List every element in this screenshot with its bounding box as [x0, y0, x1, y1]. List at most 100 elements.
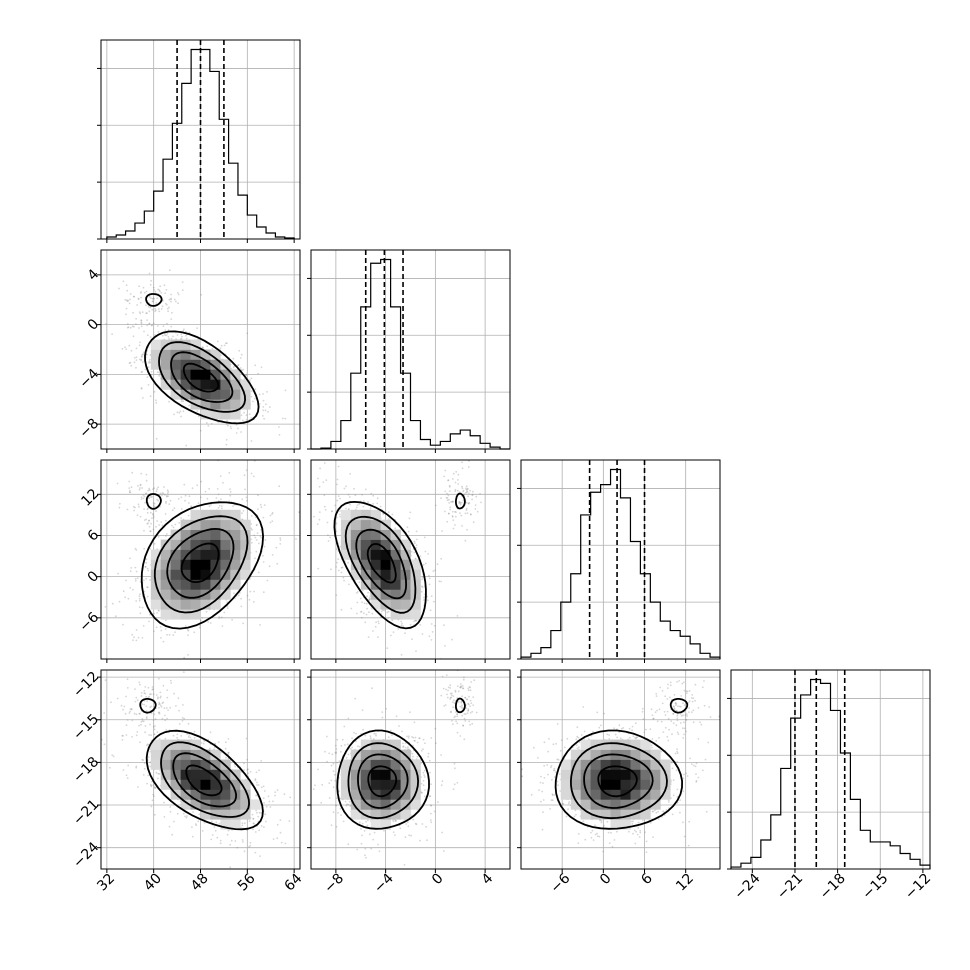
sample-point — [141, 487, 144, 489]
sample-point — [129, 326, 132, 329]
density-cell — [240, 789, 251, 800]
sample-point — [140, 387, 143, 390]
sample-point — [188, 734, 191, 736]
sample-point — [207, 425, 210, 427]
density-cell — [210, 579, 221, 590]
sample-point — [154, 334, 156, 336]
density-cell — [220, 539, 231, 550]
density-cell — [220, 579, 231, 590]
sample-point — [347, 493, 350, 496]
density-cell — [150, 739, 162, 750]
sample-point — [162, 492, 165, 495]
sample-point — [180, 400, 183, 403]
sample-point — [269, 406, 271, 408]
density-cell — [160, 779, 171, 790]
sample-point — [157, 288, 160, 291]
density-cell — [240, 569, 251, 580]
sample-point — [180, 338, 183, 340]
sample-point — [136, 577, 139, 580]
density-cell — [210, 349, 221, 360]
sample-point — [126, 777, 129, 779]
sample-point — [245, 469, 248, 472]
sample-point — [180, 496, 183, 499]
sample-point — [133, 509, 136, 512]
sample-point — [227, 829, 230, 832]
sample-point — [146, 586, 149, 588]
density-cell — [220, 409, 231, 420]
sample-point — [243, 822, 246, 825]
sample-point — [166, 495, 168, 497]
sample-point — [143, 767, 146, 770]
sample-point — [154, 309, 157, 311]
sample-point — [164, 334, 167, 337]
sample-point — [182, 400, 185, 403]
sample-point — [156, 612, 159, 614]
sample-point — [200, 742, 203, 744]
sample-point — [157, 609, 160, 612]
sample-point — [169, 706, 172, 709]
sample-point — [127, 299, 130, 302]
sample-point — [128, 480, 131, 483]
density-cell — [200, 559, 211, 570]
sample-point — [367, 501, 369, 503]
sample-point — [124, 299, 127, 301]
sample-point — [256, 784, 258, 786]
sample-point — [180, 735, 183, 737]
sample-point — [135, 366, 137, 369]
sample-point — [157, 777, 159, 780]
contour-level-0 — [185, 764, 223, 797]
sample-point — [147, 756, 150, 758]
sample-point — [255, 794, 257, 797]
sample-point — [377, 636, 379, 639]
sample-point — [339, 497, 341, 500]
sample-point — [111, 754, 114, 756]
sample-point — [191, 826, 193, 828]
density-cell — [240, 799, 251, 810]
density-cell — [240, 519, 251, 530]
density-cell — [190, 579, 201, 590]
sample-point — [174, 523, 177, 526]
sample-point — [143, 351, 145, 354]
sample-point — [124, 596, 127, 599]
sample-point — [255, 550, 258, 553]
density-cell — [240, 779, 251, 790]
sample-point — [368, 611, 370, 614]
sample-point — [165, 303, 168, 306]
scatter-panel-0-3 — [97, 669, 301, 873]
sample-point — [163, 486, 165, 488]
density-cell — [160, 749, 171, 760]
panel-frame — [730, 669, 931, 870]
sample-point — [131, 736, 134, 738]
sample-point — [193, 730, 196, 733]
sample-point — [374, 625, 377, 628]
sample-point — [451, 638, 453, 641]
sample-point — [410, 550, 413, 553]
sample-point — [323, 462, 326, 464]
sample-point — [116, 482, 119, 485]
sample-point — [250, 440, 253, 442]
sample-point — [145, 577, 148, 580]
density-cell — [180, 349, 191, 360]
sample-point — [199, 496, 202, 499]
sample-point — [202, 742, 205, 745]
sample-point — [219, 842, 222, 845]
sample-point — [243, 850, 246, 853]
sample-point — [226, 833, 229, 836]
density-cell — [210, 769, 221, 780]
density-cell — [210, 359, 221, 370]
density-cell — [170, 569, 181, 580]
density-cell — [150, 599, 162, 610]
density-cell — [160, 349, 171, 360]
contour-level-3 — [140, 501, 265, 630]
sample-point — [254, 851, 257, 854]
sample-point — [167, 329, 170, 331]
sample-point — [186, 628, 189, 631]
sample-point — [176, 334, 179, 336]
density-cell — [230, 549, 241, 560]
sample-point — [237, 427, 239, 430]
sample-point — [118, 287, 120, 290]
density-cell — [180, 519, 191, 530]
sample-point — [157, 772, 160, 775]
sample-point — [214, 742, 216, 745]
sample-point — [148, 734, 151, 736]
